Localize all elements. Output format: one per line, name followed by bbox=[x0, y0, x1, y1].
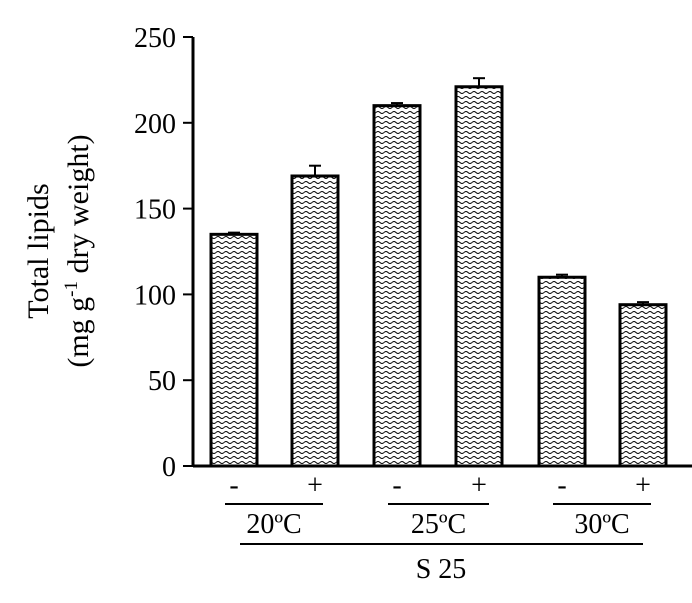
x-tick-label-1: - bbox=[229, 470, 238, 501]
y-axis-unit-suffix: dry weight) bbox=[62, 134, 95, 281]
bar-4 bbox=[454, 85, 504, 468]
x-tick-label-5: - bbox=[557, 470, 566, 501]
x-tick-label-3: - bbox=[392, 470, 401, 501]
overall-group-label: S 25 bbox=[416, 554, 467, 585]
y-tick-label-100: 100 bbox=[134, 280, 176, 311]
bar-5 bbox=[537, 275, 587, 468]
group-label-3: 30ºC bbox=[574, 509, 629, 540]
y-axis-title: Total lipids (mg g-1 dry weight) bbox=[22, 134, 95, 367]
x-tick-label-6: + bbox=[635, 470, 651, 501]
y-tick-label-0: 0 bbox=[162, 452, 176, 483]
y-axis-unit: (mg g-1 dry weight) bbox=[61, 134, 95, 367]
y-axis-label: Total lipids bbox=[22, 183, 55, 318]
y-axis-ticks: 0 50 100 150 200 250 bbox=[134, 23, 193, 483]
group-label-1: 20ºC bbox=[246, 509, 301, 540]
x-axis-labels: - + - + - +20ºC 25ºC 30ºC S 25 bbox=[225, 470, 651, 585]
y-tick-label-150: 150 bbox=[134, 195, 176, 226]
y-tick-label-250: 250 bbox=[134, 23, 176, 54]
y-tick-label-50: 50 bbox=[148, 366, 176, 397]
y-axis-unit-prefix: (mg g bbox=[62, 297, 95, 368]
x-tick-label-4: + bbox=[471, 470, 487, 501]
y-axis-unit-superscript: -1 bbox=[61, 281, 82, 297]
bar-6 bbox=[618, 303, 668, 468]
group-label-2: 25ºC bbox=[411, 509, 466, 540]
x-tick-label-2: + bbox=[307, 470, 323, 501]
bar-1 bbox=[209, 232, 259, 468]
chart-axes bbox=[191, 37, 692, 468]
y-tick-label-200: 200 bbox=[134, 109, 176, 140]
bar-2 bbox=[290, 174, 340, 468]
bar-series bbox=[209, 77, 668, 468]
bar-3 bbox=[372, 104, 422, 468]
